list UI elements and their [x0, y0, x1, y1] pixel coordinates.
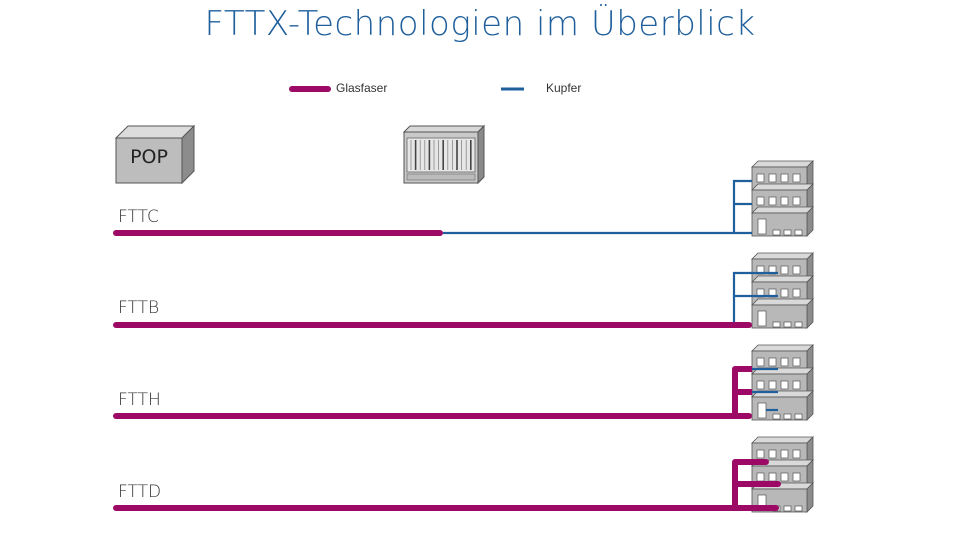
building-window [792, 173, 801, 183]
building-window [780, 265, 789, 275]
building-window [772, 229, 781, 236]
building-floor-top [751, 436, 814, 444]
building-icon [751, 344, 814, 421]
building-window [780, 449, 789, 459]
building-window [792, 357, 801, 367]
building-window [783, 413, 792, 420]
row-label-fttd: FTTD [118, 482, 162, 502]
building-window [794, 505, 803, 512]
building-window [792, 196, 801, 206]
building-window [780, 173, 789, 183]
street-cabinet-icon [402, 124, 486, 185]
building-window [768, 196, 777, 206]
building-window [780, 380, 789, 390]
row-label-fttb: FTTB [118, 298, 160, 318]
building-window [794, 413, 803, 420]
row-label-fttc: FTTC [118, 207, 159, 227]
building-window [783, 229, 792, 236]
building-window [756, 196, 765, 206]
building-icon [751, 436, 814, 513]
building-floor-top [751, 298, 814, 306]
legend-copper-label: Kupfer [546, 81, 582, 95]
building-window [768, 173, 777, 183]
pop-label: POP [130, 146, 168, 168]
building-floor-top [751, 252, 814, 260]
building-floor-top [751, 183, 814, 191]
building-window [792, 288, 801, 298]
row-fttc [113, 160, 814, 237]
building-window [792, 472, 801, 482]
building-window [780, 357, 789, 367]
building-window [772, 321, 781, 328]
building-window [756, 449, 765, 459]
building-floor-top [751, 344, 814, 352]
page-title: FTTX-Technologien im Überblick [204, 4, 756, 44]
building-window [794, 321, 803, 328]
building-door [757, 310, 767, 327]
legend-fiber-label: Glasfaser [336, 81, 388, 95]
building-window [780, 472, 789, 482]
row-label-ftth: FTTH [118, 390, 161, 410]
pop-box-icon [114, 124, 196, 185]
building-window [768, 357, 777, 367]
building-window [783, 505, 792, 512]
row-ftth [113, 344, 814, 421]
row-fttd [113, 436, 814, 513]
row-fttb [113, 252, 814, 329]
building-window [792, 380, 801, 390]
building-icon [751, 160, 814, 237]
building-door [757, 402, 767, 419]
building-window [780, 288, 789, 298]
fiber-riser [732, 366, 752, 416]
copper-riser [732, 271, 778, 325]
building-window [783, 321, 792, 328]
building-floor-top [751, 206, 814, 214]
copper-riser [732, 179, 752, 233]
building-window [794, 229, 803, 236]
building-icon [751, 252, 814, 329]
building-window [792, 265, 801, 275]
building-window [756, 173, 765, 183]
building-window [768, 449, 777, 459]
building-window [756, 357, 765, 367]
building-window [756, 380, 765, 390]
building-window [756, 472, 765, 482]
building-window [768, 380, 777, 390]
building-window [780, 196, 789, 206]
building-window [772, 413, 781, 420]
building-window [792, 449, 801, 459]
building-window [768, 472, 777, 482]
building-floor-top [751, 160, 814, 168]
building-floor-top [751, 275, 814, 283]
fiber-riser [732, 459, 769, 511]
building-door [757, 218, 767, 235]
